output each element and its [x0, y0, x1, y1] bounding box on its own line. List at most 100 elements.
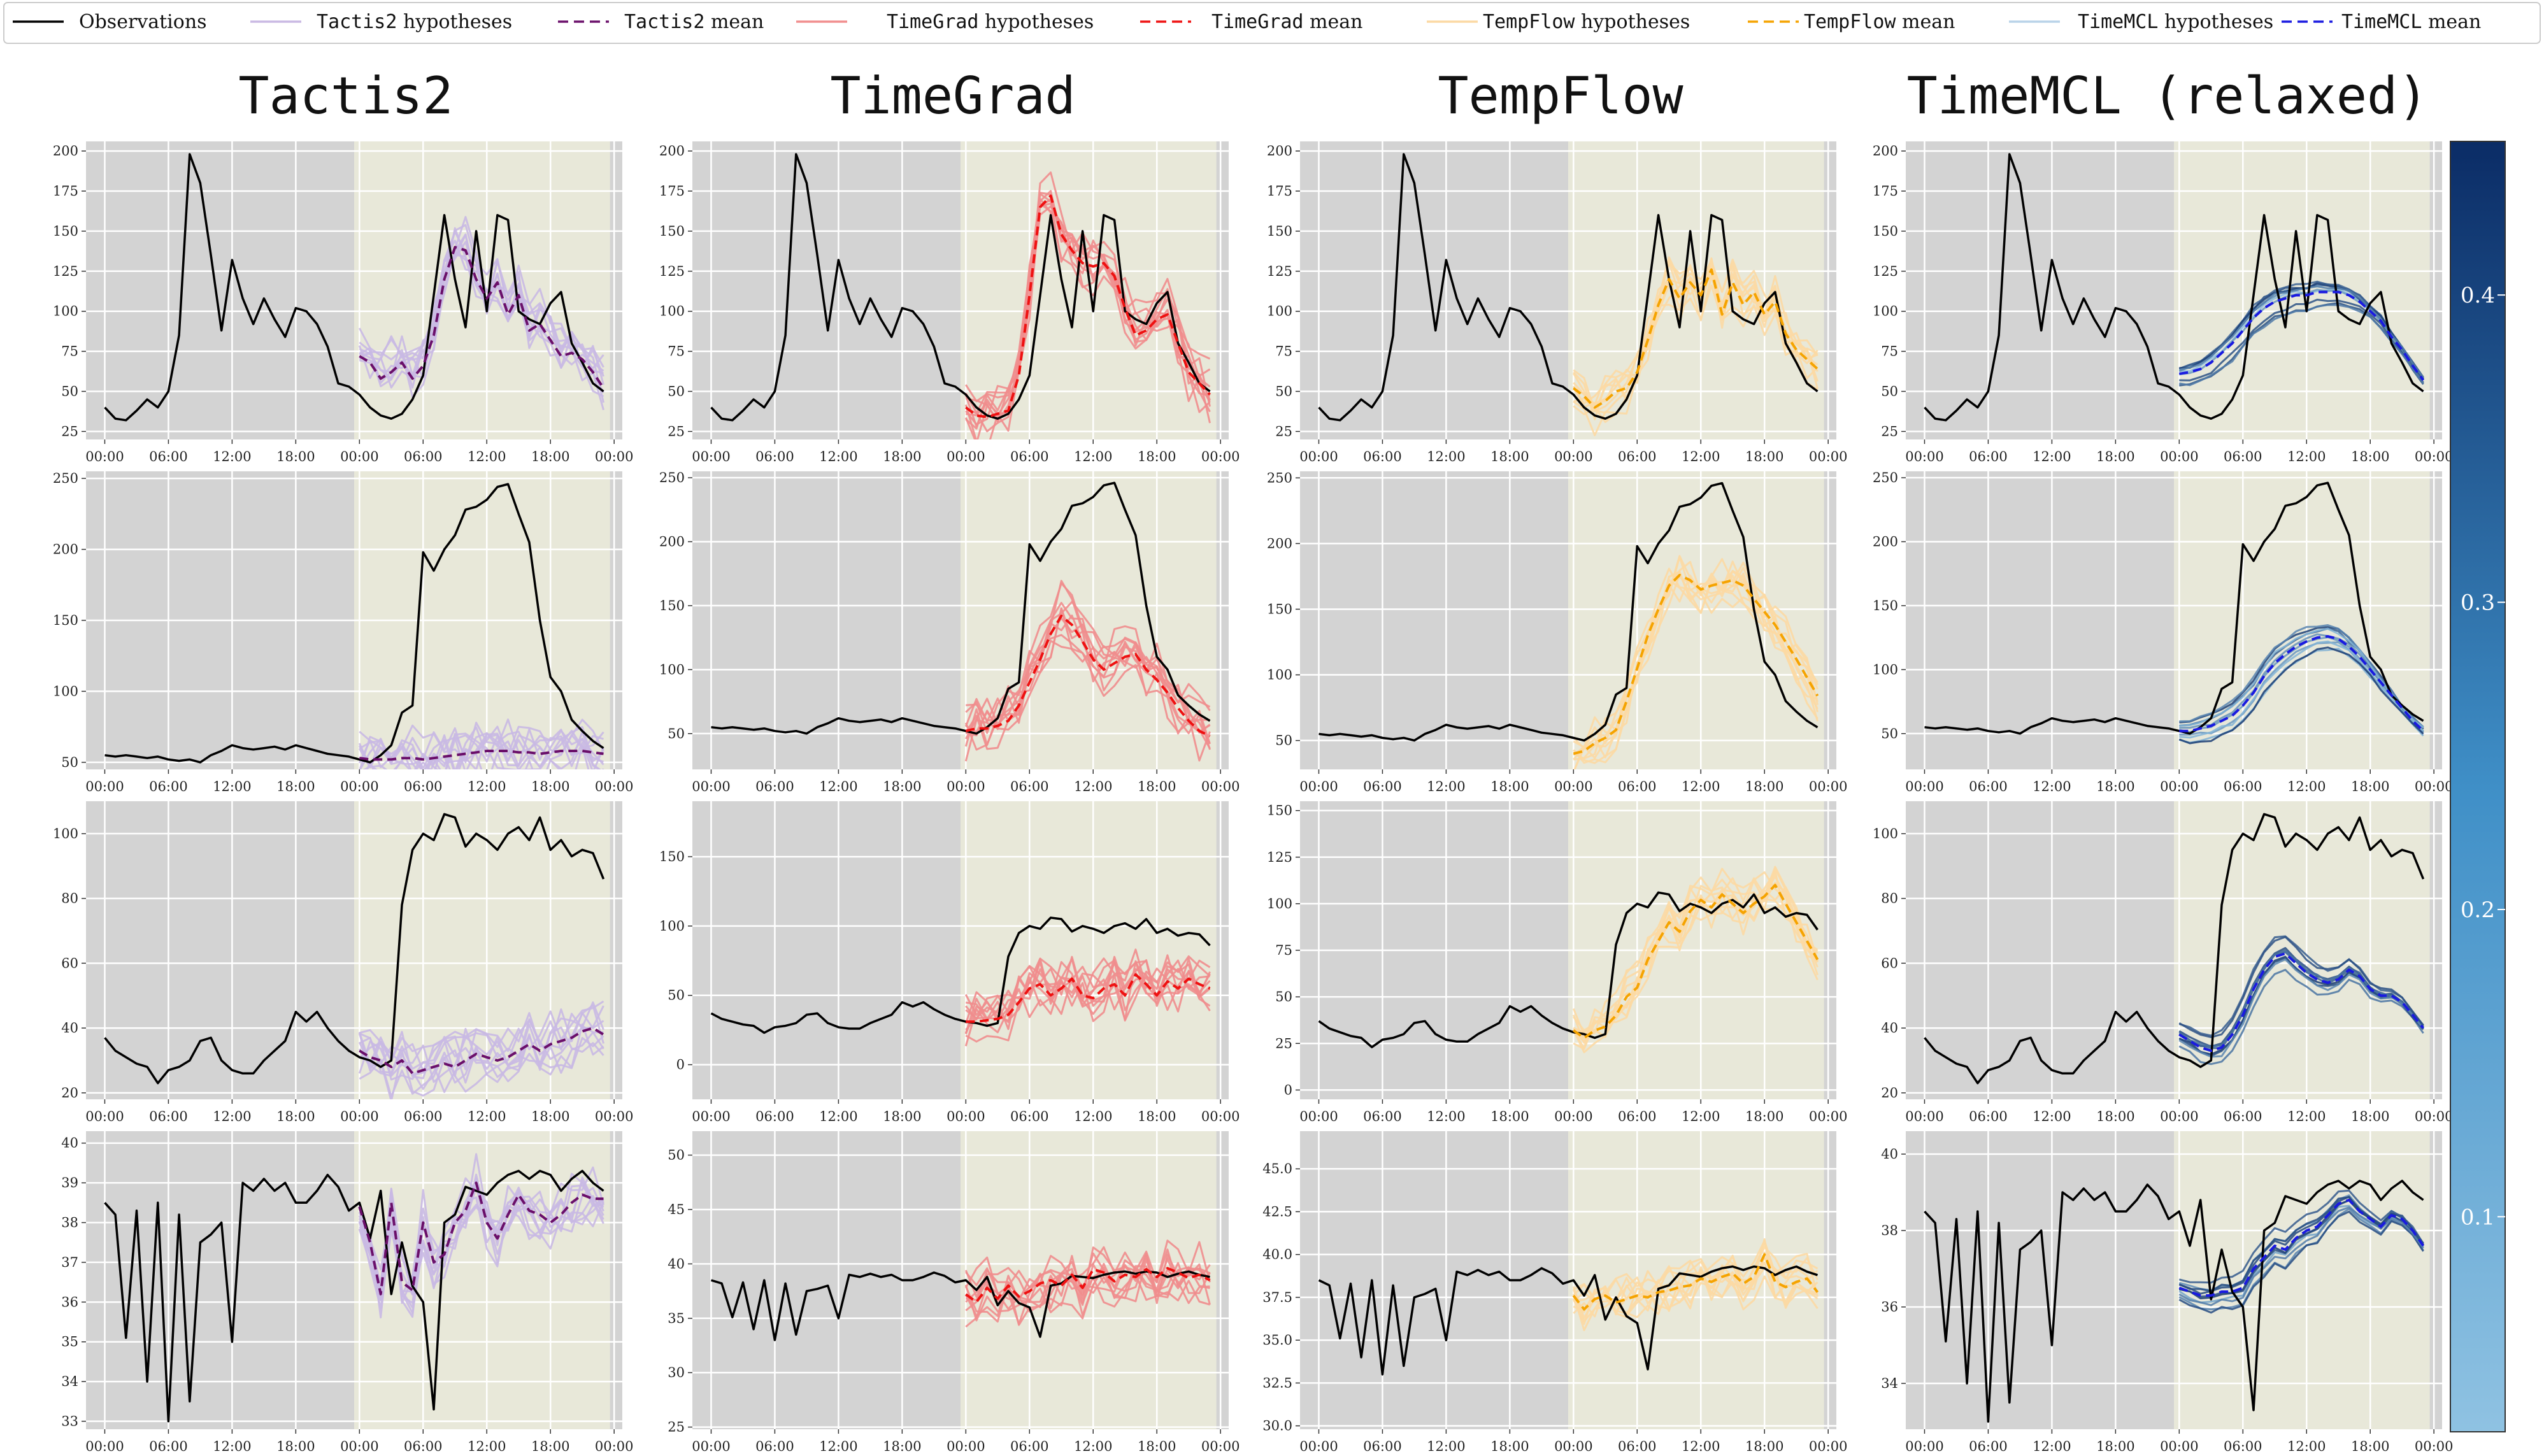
y-tick-label: 200: [1873, 534, 1898, 549]
y-tick-label: 40: [1881, 1020, 1898, 1036]
y-tick-label: 50: [1881, 726, 1898, 741]
legend-method-timegrad-hyp: TimeGrad: [887, 11, 979, 33]
x-tick-label: 00:00: [1201, 1439, 1240, 1454]
legend-box: [3, 2, 2541, 44]
hypothesis-line: [2179, 640, 2424, 739]
y-tick-label: 200: [1873, 143, 1898, 159]
mean-forecast-line: [2179, 635, 2424, 732]
legend-entry-tactis2-mean: Tactis2 mean: [558, 11, 764, 33]
x-tick-label: 00:00: [85, 1439, 124, 1454]
x-tick-label: 18:00: [2351, 1109, 2390, 1124]
x-tick-label: 18:00: [531, 449, 570, 464]
y-tick-label: 100: [659, 304, 685, 319]
legend-method-tactis2-hyp: Tactis2: [317, 11, 397, 33]
hypothesis-line: [1573, 893, 1819, 1038]
x-tick-label: 18:00: [2096, 449, 2135, 464]
legend-suffix-timemcl-mean: mean: [2422, 11, 2481, 33]
x-tick-label: 18:00: [2351, 779, 2390, 794]
y-tick-label: 100: [1873, 826, 1898, 841]
x-tick-label: 12:00: [1682, 1439, 1720, 1454]
hypothesis-line: [1573, 870, 1818, 1032]
x-tick-label: 06:00: [1363, 1109, 1402, 1124]
x-tick-label: 12:00: [1427, 449, 1466, 464]
y-tick-label: 200: [659, 143, 685, 159]
forecast-region: [1568, 141, 1824, 439]
legend-label-timegrad-mean: TimeGrad mean: [1211, 11, 1362, 33]
x-tick-label: 18:00: [2351, 1439, 2390, 1454]
series-layer: [710, 1239, 1211, 1341]
series-layer: [104, 1153, 604, 1423]
y-tick-label: 40.0: [1262, 1247, 1292, 1262]
x-tick-label: 18:00: [1745, 1439, 1784, 1454]
legend-method-tactis2-mean: Tactis2: [624, 11, 704, 33]
x-tick-label: 12:00: [819, 779, 858, 794]
x-tick-label: 00:00: [2160, 779, 2199, 794]
y-tick-label: 50: [668, 726, 685, 741]
hypothesis-line: [2179, 304, 2424, 387]
y-tick-label: 150: [1873, 224, 1898, 239]
legend-method-timegrad-mean: TimeGrad: [1211, 11, 1304, 33]
hypothesis-line: [965, 634, 1211, 745]
x-tick-label: 18:00: [531, 779, 570, 794]
panel-r4-tempflow: 00:00 06:00 12:00 18:00 00:00 06:00 12:00 18:00…: [1262, 1131, 1847, 1454]
y-tick-label: 20: [1881, 1085, 1898, 1101]
x-tick-label: 00:00: [692, 1109, 731, 1124]
panel-r2-timegrad: 00:00 06:00 12:00 18:00 00:00 06:00 12:00 18:00…: [659, 470, 1240, 794]
legend-suffix-timegrad-hyp: hypotheses: [979, 11, 1094, 33]
x-tick-label: 00:00: [595, 1439, 634, 1454]
x-tick-label: 12:00: [213, 449, 252, 464]
hypothesis-line: [1573, 1267, 1819, 1313]
x-tick-label: 00:00: [1554, 1439, 1593, 1454]
x-tick-label: 12:00: [819, 1109, 858, 1124]
series-layer: [710, 917, 1211, 1046]
x-tick-label: 12:00: [1427, 779, 1466, 794]
mean-forecast-line: [2179, 290, 2425, 382]
legend-suffix-tactis2-mean: mean: [704, 11, 764, 33]
y-tick-label: 125: [1267, 850, 1292, 865]
x-tick-label: 00:00: [340, 779, 379, 794]
y-tick-label: 50: [1275, 733, 1292, 748]
legend-method-timemcl-mean: TimeMCL: [2341, 11, 2422, 33]
legend-entry-timemcl-hyp: TimeMCL hypotheses: [2009, 11, 2273, 33]
legend-entry-observations: Observations: [13, 11, 207, 33]
y-tick-label: 33: [61, 1414, 78, 1429]
observations-line: [1924, 1180, 2424, 1423]
panel-r1-timegrad: 00:00 06:00 12:00 18:00 00:00 06:00 12:00 18:00…: [659, 141, 1240, 464]
x-tick-label: 18:00: [276, 779, 315, 794]
legend-label-tempflow-mean: TempFlow mean: [1804, 11, 1955, 33]
hypothesis-line: [358, 1008, 604, 1080]
hypothesis-line: [2179, 626, 2424, 730]
legend-entry-tempflow-hyp: TempFlow hypotheses: [1427, 11, 1690, 33]
y-tick-label: 35: [668, 1311, 685, 1326]
x-tick-label: 18:00: [883, 1439, 922, 1454]
x-tick-label: 12:00: [1074, 449, 1113, 464]
x-tick-label: 18:00: [2096, 1109, 2135, 1124]
x-tick-label: 18:00: [531, 1109, 570, 1124]
x-tick-label: 00:00: [1905, 779, 1944, 794]
series-layer: [711, 482, 1211, 762]
y-tick-label: 125: [1267, 264, 1292, 279]
y-tick-label: 25: [668, 424, 685, 439]
x-tick-label: 18:00: [2096, 779, 2135, 794]
colorbar-tick-label: 0.4: [2461, 283, 2495, 308]
y-tick-label: 25: [1881, 424, 1898, 439]
x-tick-label: 00:00: [85, 779, 124, 794]
x-tick-label: 00:00: [1554, 1109, 1593, 1124]
x-tick-label: 18:00: [1138, 779, 1176, 794]
legend-label-timemcl-mean: TimeMCL mean: [2341, 11, 2481, 33]
mean-forecast-line: [359, 1027, 604, 1075]
y-tick-label: 75: [61, 344, 78, 359]
y-tick-label: 50: [61, 384, 78, 399]
hypothesis-line: [1573, 555, 1819, 760]
observations-line: [1318, 482, 1819, 742]
x-tick-label: 06:00: [404, 779, 443, 794]
panel-grid: 00:00 06:00 12:00 18:00 00:00 06:00 12:00 18:00…: [53, 141, 2453, 1454]
hypothesis-line: [359, 1004, 604, 1078]
series-layer: [104, 813, 605, 1099]
y-tick-label: 50: [1881, 384, 1898, 399]
x-tick-label: 00:00: [85, 1109, 124, 1124]
hypothesis-line: [2178, 1206, 2424, 1306]
y-tick-label: 150: [53, 613, 78, 628]
x-tick-label: 12:00: [468, 1439, 506, 1454]
